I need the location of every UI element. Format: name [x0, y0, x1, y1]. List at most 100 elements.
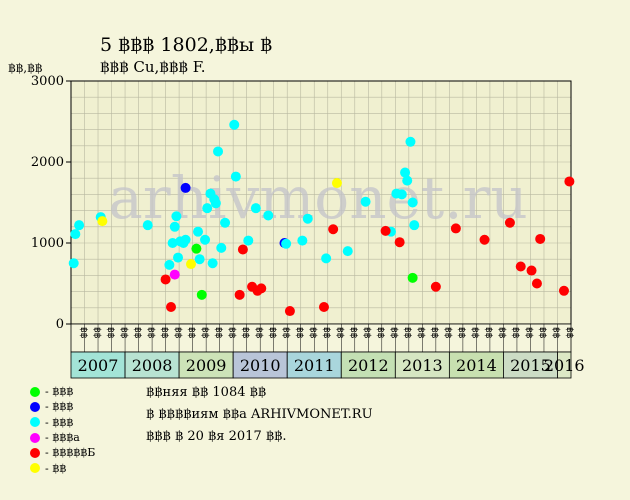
- legend-item: - ฿฿฿: [30, 399, 95, 414]
- year-band: [124, 351, 180, 379]
- legend-item: - ฿฿฿а: [30, 430, 95, 445]
- y-axis-label: ฿฿,฿฿: [8, 61, 43, 75]
- legend-marker: [30, 417, 40, 428]
- data-point: [302, 213, 313, 224]
- data-point: [321, 253, 332, 264]
- year-label: 2007: [78, 356, 119, 375]
- data-point: [193, 226, 204, 237]
- data-point: [479, 234, 490, 245]
- month-label: ฿฿: [321, 327, 331, 339]
- data-point: [210, 198, 221, 209]
- data-point: [281, 238, 292, 249]
- legend-marker: [30, 447, 40, 458]
- month-label: ฿฿: [240, 327, 250, 339]
- month-label: ฿฿: [280, 327, 290, 339]
- legend-marker: [30, 401, 40, 412]
- data-point: [180, 234, 191, 245]
- data-point: [97, 216, 108, 227]
- month-label: ฿฿: [307, 327, 317, 339]
- data-point: [202, 203, 213, 214]
- data-point: [160, 274, 171, 285]
- month-label: ฿฿: [105, 327, 115, 339]
- y-tick-label: 1000: [31, 236, 64, 251]
- legend-label: - ฿฿฿: [45, 385, 74, 399]
- data-point: [342, 246, 353, 257]
- month-band: [70, 323, 572, 353]
- month-label: ฿฿: [524, 327, 534, 339]
- year-label: 2009: [186, 356, 227, 375]
- legend-label: - ฿฿฿฿฿Б: [45, 446, 96, 460]
- legend-label: - ฿฿฿: [45, 400, 74, 414]
- year-label: 2011: [294, 356, 335, 375]
- month-label: ฿฿: [510, 327, 520, 339]
- month-label: ฿฿: [470, 327, 480, 339]
- month-label: ฿฿: [483, 327, 493, 339]
- data-point: [331, 178, 342, 189]
- legend-label: - ฿฿฿а: [45, 431, 80, 445]
- data-point: [256, 283, 267, 294]
- data-point: [396, 189, 407, 200]
- data-point: [167, 238, 178, 248]
- data-point: [318, 301, 329, 312]
- month-label: ฿฿: [335, 327, 345, 339]
- watermark: arhivmonet.ru: [108, 164, 527, 232]
- data-point: [74, 220, 85, 231]
- legend-marker: [30, 432, 40, 443]
- data-point: [142, 220, 153, 231]
- year-label: 2010: [240, 356, 281, 375]
- plot-area: [71, 81, 571, 324]
- data-point: [213, 146, 224, 157]
- data-point: [173, 252, 184, 263]
- data-point: [531, 278, 542, 289]
- data-point: [263, 210, 274, 221]
- data-point: [526, 265, 537, 276]
- data-point: [394, 237, 405, 248]
- month-label: ฿฿: [402, 327, 412, 339]
- data-point: [229, 119, 240, 130]
- data-point: [558, 285, 569, 296]
- data-point: [504, 217, 515, 228]
- legend-item: - ฿฿฿: [30, 415, 95, 430]
- month-label: ฿฿: [91, 327, 101, 339]
- month-label: ฿฿: [118, 327, 128, 339]
- legend: - ฿฿฿ - ฿฿฿ - ฿฿฿ - ฿฿฿а - ฿฿฿฿฿Б - ฿฿: [30, 384, 95, 476]
- grid: [71, 81, 571, 324]
- data-point: [360, 196, 371, 207]
- data-point: [186, 259, 196, 270]
- data-point: [407, 197, 418, 208]
- month-label: ฿฿: [497, 327, 507, 339]
- data-point: [400, 167, 411, 178]
- y-tick-label: 0: [56, 317, 64, 332]
- legend-marker: [30, 386, 40, 397]
- month-label: ฿฿: [362, 327, 372, 339]
- data-point: [234, 289, 245, 300]
- month-label: ฿฿: [551, 327, 561, 339]
- data-point: [450, 223, 461, 234]
- month-label: ฿฿: [132, 327, 142, 339]
- year-band: [557, 351, 572, 379]
- data-point: [407, 272, 418, 283]
- data-point: [405, 136, 416, 147]
- year-band: [232, 351, 288, 379]
- data-point: [191, 243, 202, 254]
- legend-item: - ฿฿฿: [30, 384, 95, 399]
- data-point: [402, 175, 413, 186]
- chart-subtitle: ฿฿฿ Cu,฿฿฿ F.: [100, 58, 206, 76]
- year-band: [340, 351, 396, 379]
- legend-label: - ฿฿฿: [45, 415, 74, 429]
- data-point: [169, 221, 180, 232]
- month-label: ฿฿: [226, 327, 236, 339]
- month-label: ฿฿: [78, 327, 88, 339]
- data-point: [200, 234, 211, 245]
- data-point: [535, 233, 546, 244]
- data-point: [243, 235, 254, 246]
- data-points: [68, 119, 575, 317]
- year-label: 2015: [510, 356, 551, 375]
- data-point: [564, 176, 575, 187]
- month-label: ฿฿: [348, 327, 358, 339]
- legend-label: - ฿฿: [45, 461, 67, 475]
- month-label: ฿฿: [213, 327, 223, 339]
- legend-item: - ฿฿: [30, 460, 95, 475]
- year-label: 2016: [544, 356, 585, 375]
